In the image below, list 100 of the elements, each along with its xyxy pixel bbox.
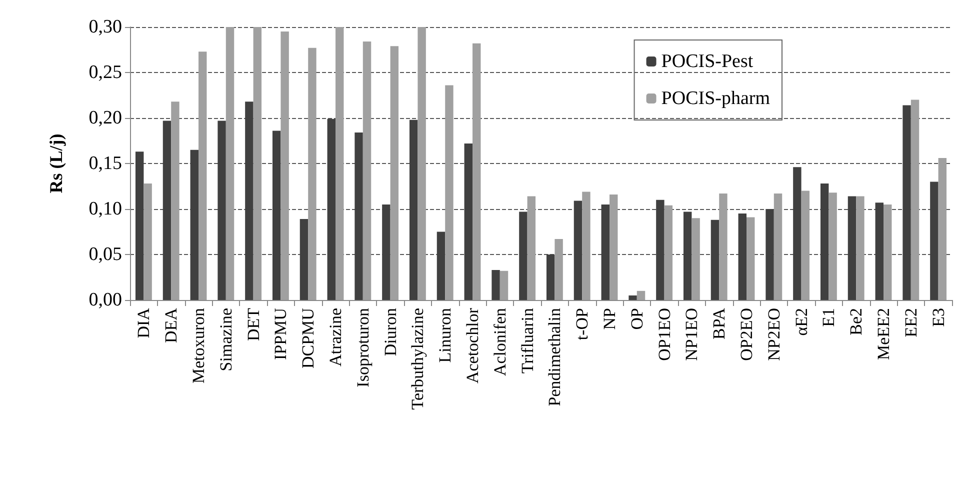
- y-tick-label: 0,05: [88, 244, 122, 265]
- bar: [527, 196, 536, 300]
- bar: [546, 254, 555, 300]
- x-tick-label: αE2: [792, 308, 811, 336]
- x-tick-label: Isoproturon: [353, 308, 372, 388]
- bar: [409, 120, 418, 300]
- y-axis-title: Rs (L/j): [46, 134, 66, 194]
- bar: [902, 105, 911, 300]
- bar: [828, 192, 837, 300]
- bar: [875, 202, 884, 300]
- x-tick-label: DCPMU: [298, 308, 318, 368]
- y-tick-label: 0,20: [88, 108, 122, 128]
- x-tick-label: BPA: [710, 307, 729, 340]
- bar: [820, 184, 829, 300]
- bar: [793, 167, 802, 300]
- bar: [656, 200, 664, 300]
- bar: [628, 295, 637, 300]
- bar: [336, 27, 344, 300]
- legend-label: POCIS-pharm: [661, 88, 770, 109]
- x-tick-label: E1: [819, 308, 838, 327]
- x-tick-label: IPPMU: [271, 308, 290, 360]
- bar: [418, 27, 426, 300]
- x-tick-label: OP: [627, 308, 646, 330]
- bar: [464, 143, 472, 300]
- bar: [382, 204, 390, 300]
- x-tick-label: EE2: [901, 308, 920, 338]
- bar: [848, 196, 856, 300]
- x-tick-label: DEA: [162, 307, 181, 343]
- bar: [280, 32, 289, 300]
- bar: [930, 182, 938, 300]
- x-tick-label: Acetochlor: [463, 308, 482, 384]
- bar: [327, 118, 336, 300]
- bar: [445, 85, 454, 300]
- y-tick-label: 0,25: [88, 62, 122, 83]
- bar: [272, 130, 281, 300]
- bar: [245, 102, 254, 300]
- bar: [198, 52, 207, 300]
- y-tick-label: 0,30: [88, 16, 122, 38]
- bar: [253, 27, 262, 300]
- bar: [436, 232, 446, 300]
- x-tick-label: Aclonifen: [490, 308, 510, 376]
- bar: [664, 205, 673, 300]
- bar: [390, 46, 399, 300]
- bar: [938, 158, 947, 300]
- bar: [719, 194, 728, 300]
- x-tick-label: Metoxuron: [189, 308, 208, 384]
- x-tick-label: Simazine: [216, 308, 236, 372]
- x-tick-label: Terbuthylazine: [408, 308, 428, 410]
- y-tick-label: 0,15: [88, 153, 122, 174]
- bar: [910, 100, 920, 300]
- x-tick-label: NP2EO: [764, 308, 784, 361]
- bar: [636, 290, 646, 300]
- bar: [144, 184, 152, 300]
- x-tick-label: OP2EO: [737, 308, 756, 361]
- bar: [582, 192, 590, 300]
- x-tick-label: OP1EO: [654, 308, 674, 361]
- y-tick-label: 0,00: [88, 290, 122, 310]
- bar: [766, 209, 774, 300]
- bar: [362, 42, 372, 300]
- bar: [300, 219, 308, 300]
- x-tick-label: t-OP: [572, 308, 592, 340]
- x-tick-label: Be2: [846, 308, 866, 336]
- bar: [574, 200, 582, 300]
- bar: [135, 152, 144, 300]
- x-tick-label: E3: [928, 308, 948, 327]
- x-tick-label: Atrazine: [326, 308, 345, 367]
- bar: [171, 102, 180, 300]
- bar: [519, 212, 528, 300]
- legend-label: POCIS-Pest: [661, 51, 754, 72]
- x-tick-label: Trifluarin: [518, 308, 537, 374]
- bar: [162, 120, 172, 300]
- bar: [801, 190, 810, 300]
- bar: [190, 150, 198, 300]
- x-tick-label: DIA: [134, 307, 154, 338]
- bar: [308, 48, 316, 300]
- bar: [884, 204, 892, 300]
- bar: [692, 218, 700, 300]
- bar: [472, 43, 481, 300]
- bar: [492, 270, 500, 300]
- bar: [738, 214, 746, 300]
- x-tick-label: Linuron: [436, 308, 455, 363]
- x-tick-label: NP: [600, 308, 619, 330]
- bar: [746, 217, 755, 300]
- x-tick-label: Diuron: [380, 308, 400, 356]
- bar: [683, 212, 692, 300]
- bar: [354, 132, 363, 300]
- bar: [610, 194, 618, 300]
- x-tick-label: MeEE2: [874, 308, 893, 360]
- bar: [710, 220, 720, 300]
- bar: [774, 194, 782, 300]
- bar: [856, 196, 864, 300]
- x-tick-label: DET: [244, 307, 263, 342]
- bar: [554, 239, 563, 300]
- bar: [218, 120, 226, 300]
- y-tick-label: 0,10: [88, 198, 122, 220]
- bar: [226, 27, 234, 300]
- x-tick-label: Pendimethalin: [545, 308, 564, 406]
- bar: [601, 204, 610, 300]
- bar: [500, 270, 508, 300]
- x-tick-label: NP1EO: [682, 308, 702, 361]
